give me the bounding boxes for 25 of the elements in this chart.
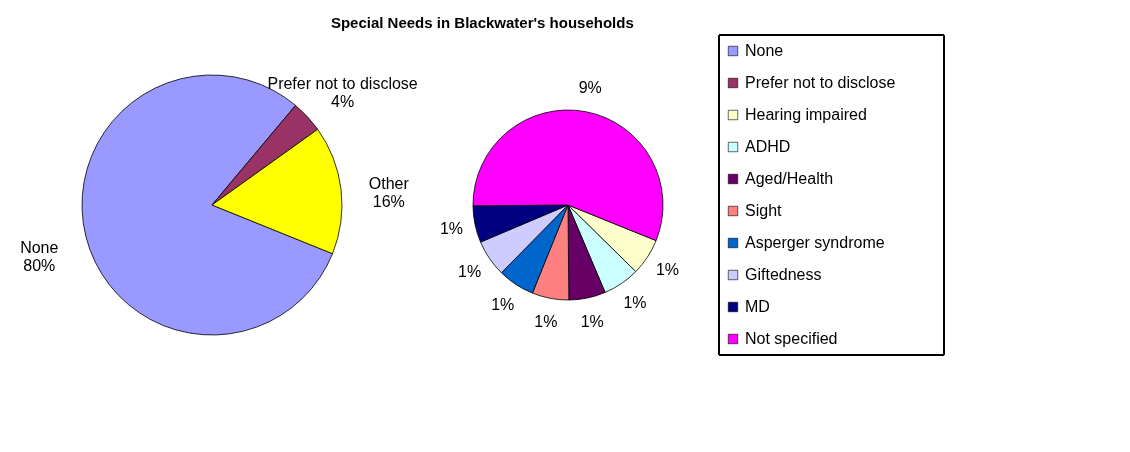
data-label: 1% xyxy=(439,220,464,238)
legend-label: Giftedness xyxy=(745,266,822,283)
legend-label: Asperger syndrome xyxy=(745,234,885,251)
data-label: 4% xyxy=(331,93,355,111)
legend-label: Prefer not to disclose xyxy=(745,74,896,91)
data-label: 1% xyxy=(580,312,604,330)
data-label: 16% xyxy=(372,192,405,210)
legend-label: ADHD xyxy=(745,138,791,155)
legend-label: MD xyxy=(745,298,770,315)
data-label: 80% xyxy=(23,257,56,275)
data-label: 1% xyxy=(655,261,680,279)
chart-title: Special Needs in Blackwater's households xyxy=(330,13,634,31)
legend-label: Aged/Health xyxy=(745,170,834,187)
legend-label: None xyxy=(745,42,784,59)
legend-label: Hearing impaired xyxy=(745,106,867,123)
legend-label: Not specified xyxy=(745,330,838,347)
data-label: 9% xyxy=(578,79,602,97)
data-label: 1% xyxy=(534,312,558,330)
data-label: 1% xyxy=(623,294,647,312)
data-label: 1% xyxy=(491,295,515,313)
slice-label: Prefer not to disclose xyxy=(267,75,418,93)
legend-label: Sight xyxy=(745,202,783,219)
data-label: 1% xyxy=(458,262,482,280)
slice-label: Other xyxy=(368,174,410,192)
slice-label: None xyxy=(20,239,59,257)
